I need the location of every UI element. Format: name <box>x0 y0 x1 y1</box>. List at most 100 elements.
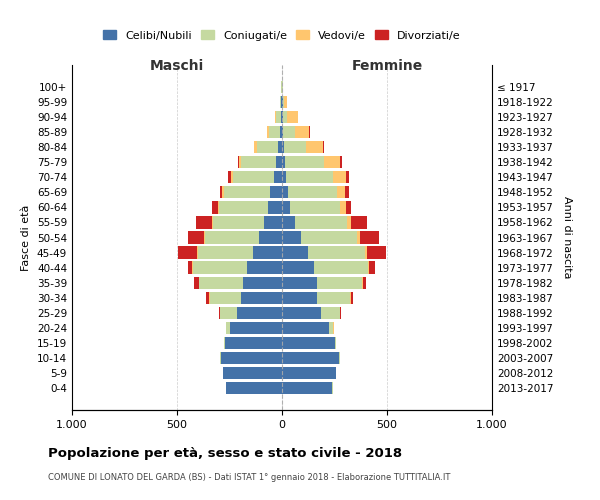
Bar <box>282 276 317 289</box>
Bar <box>340 156 342 168</box>
Bar <box>206 292 209 304</box>
Bar <box>218 201 219 213</box>
Bar <box>220 186 222 198</box>
Bar <box>284 96 287 108</box>
Bar <box>289 186 337 198</box>
Bar <box>280 126 282 138</box>
Bar <box>283 111 287 123</box>
Bar <box>259 232 282 243</box>
Bar <box>282 382 332 394</box>
Bar <box>237 306 282 319</box>
Bar <box>317 292 350 304</box>
Bar <box>220 352 221 364</box>
Bar <box>347 216 352 228</box>
Bar <box>301 232 356 243</box>
Bar <box>187 232 204 243</box>
Bar <box>356 232 359 243</box>
Bar <box>192 262 193 274</box>
Bar <box>282 322 329 334</box>
Bar <box>253 246 282 258</box>
Bar <box>285 156 324 168</box>
Bar <box>204 232 205 243</box>
Bar <box>282 201 290 213</box>
Bar <box>284 141 306 154</box>
Bar <box>243 276 282 289</box>
Bar <box>363 276 366 289</box>
Bar <box>278 141 282 154</box>
Bar <box>282 292 317 304</box>
Bar <box>188 262 192 274</box>
Bar <box>295 216 347 228</box>
Bar <box>282 156 285 168</box>
Bar <box>308 246 365 258</box>
Bar <box>280 96 281 108</box>
Bar <box>282 96 283 108</box>
Bar <box>314 262 368 274</box>
Bar <box>264 216 282 228</box>
Y-axis label: Fasce di età: Fasce di età <box>22 204 31 270</box>
Bar <box>223 367 282 380</box>
Bar <box>229 171 230 183</box>
Bar <box>282 262 314 274</box>
Bar <box>220 306 237 319</box>
Bar <box>282 306 321 319</box>
Bar <box>346 201 351 213</box>
Bar <box>329 322 334 334</box>
Bar <box>295 126 310 138</box>
Bar <box>222 186 224 198</box>
Bar <box>282 232 301 243</box>
Bar <box>337 186 345 198</box>
Bar <box>268 201 282 213</box>
Bar <box>226 322 229 334</box>
Bar <box>282 141 284 154</box>
Bar <box>196 216 212 228</box>
Bar <box>247 262 282 274</box>
Legend: Celibi/Nubili, Coniugati/e, Vedovi/e, Divorziati/e: Celibi/Nubili, Coniugati/e, Vedovi/e, Di… <box>99 26 465 45</box>
Bar <box>276 111 281 123</box>
Bar <box>221 352 282 364</box>
Bar <box>218 306 220 319</box>
Bar <box>226 382 282 394</box>
Bar <box>276 156 282 168</box>
Bar <box>197 246 198 258</box>
Bar <box>230 171 233 183</box>
Bar <box>345 186 349 198</box>
Bar <box>266 126 269 138</box>
Bar <box>351 216 367 228</box>
Bar <box>282 246 308 258</box>
Bar <box>287 111 298 123</box>
Bar <box>199 276 243 289</box>
Bar <box>233 171 274 183</box>
Bar <box>282 352 338 364</box>
Bar <box>282 186 289 198</box>
Bar <box>283 126 295 138</box>
Bar <box>282 367 335 380</box>
Bar <box>274 171 282 183</box>
Bar <box>238 156 239 168</box>
Text: Maschi: Maschi <box>150 60 204 74</box>
Text: COMUNE DI LONATO DEL GARDA (BS) - Dati ISTAT 1° gennaio 2018 - Elaborazione TUTT: COMUNE DI LONATO DEL GARDA (BS) - Dati I… <box>48 472 451 482</box>
Bar <box>212 216 264 228</box>
Bar <box>282 111 283 123</box>
Bar <box>368 262 369 274</box>
Bar <box>281 111 282 123</box>
Bar <box>271 186 282 198</box>
Bar <box>306 141 323 154</box>
Bar <box>369 262 376 274</box>
Bar <box>229 322 282 334</box>
Bar <box>338 352 340 364</box>
Bar <box>193 262 247 274</box>
Bar <box>282 171 286 183</box>
Bar <box>241 156 276 168</box>
Bar <box>212 201 218 213</box>
Bar <box>286 171 334 183</box>
Bar <box>367 246 386 258</box>
Bar <box>198 246 253 258</box>
Bar <box>257 141 278 154</box>
Bar <box>281 96 282 108</box>
Bar <box>224 337 226 349</box>
Bar <box>275 111 276 123</box>
Bar <box>317 276 362 289</box>
Bar <box>224 186 271 198</box>
Bar <box>350 292 353 304</box>
